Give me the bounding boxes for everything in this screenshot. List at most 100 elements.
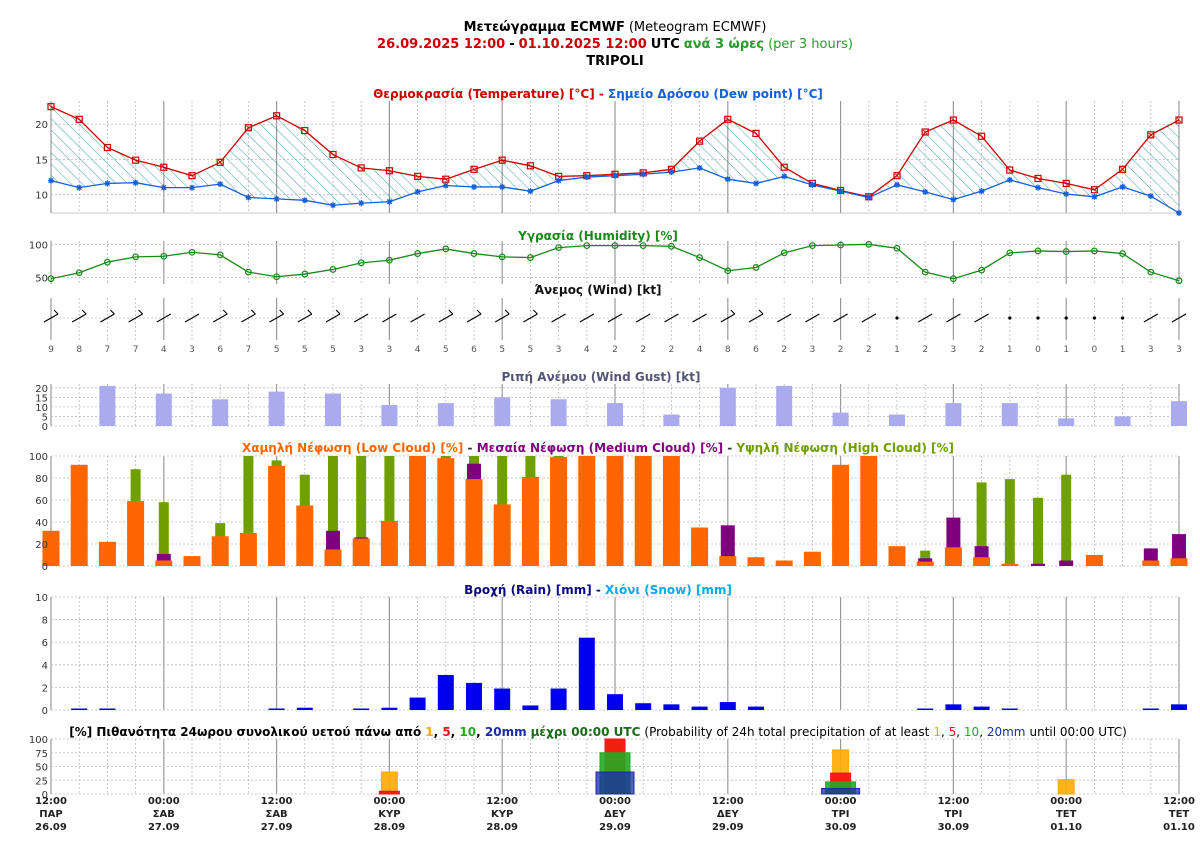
temperature-point-cross xyxy=(302,128,308,133)
rain-bar xyxy=(353,708,370,710)
dewpoint-point xyxy=(499,183,506,190)
low-cloud-bar xyxy=(606,456,624,566)
cloud-title-low: Χαμηλή Νέφωση (Low Cloud) [%] xyxy=(242,441,463,455)
humidity-point xyxy=(442,245,450,253)
day-label: ΣΑΒ xyxy=(153,809,175,820)
wind-barb xyxy=(917,313,933,323)
cloud-title-high: Υψηλή Νέφωση (High Cloud) [%] xyxy=(735,441,954,455)
gust-tick: 5 xyxy=(42,412,48,423)
gust-bar xyxy=(889,414,905,426)
gust-bar xyxy=(1001,403,1018,426)
temperature-title-a: Θερμοκρασία (Temperature) [°C] xyxy=(373,87,595,101)
prob-en-t20: 20mm xyxy=(987,725,1026,739)
title-main: Μετεώγραμμα ECMWF xyxy=(464,20,625,35)
rain-tick: 6 xyxy=(42,638,48,649)
gust-bar xyxy=(437,403,454,426)
wind-barb xyxy=(607,313,623,323)
wind-barb xyxy=(43,313,59,323)
low-cloud-bar xyxy=(127,501,145,566)
wind-barb-flag xyxy=(730,309,736,315)
dewpoint-point xyxy=(1119,183,1126,190)
wind-barb xyxy=(325,313,341,323)
temperature-title-b: Σημείο Δρόσου (Dew point) [°C] xyxy=(608,87,823,101)
dewpoint-point xyxy=(950,196,957,203)
temperature-point-cross xyxy=(1176,117,1182,123)
prob-en-until: until 00:00 UTC) xyxy=(1030,725,1127,739)
title: Μετεώγραμμα ECMWF (Meteogram ECMWF) xyxy=(464,20,767,35)
humidity-point xyxy=(1090,247,1098,255)
temperature-point-cross xyxy=(443,176,449,182)
low-cloud-bar xyxy=(747,557,765,566)
prob-5mm-bar xyxy=(378,790,400,795)
wind-speed-label: 2 xyxy=(866,345,872,355)
prob-t1: 1 xyxy=(425,725,433,739)
wind-speed-label: 2 xyxy=(979,345,985,355)
wind-speed-label: 4 xyxy=(584,345,590,355)
humidity-point xyxy=(752,264,760,271)
high-cloud-bar xyxy=(1033,497,1043,566)
period-utc: UTC xyxy=(651,37,680,52)
low-cloud-bar xyxy=(888,546,906,566)
humidity-point xyxy=(1062,248,1070,255)
wind-speed-label: 3 xyxy=(1176,345,1182,355)
prob-title-gr: [%] Πιθανότητα 24ωρου συνολικού υετού πά… xyxy=(69,725,421,739)
wind-speed-label: 7 xyxy=(246,345,252,355)
humidity-point xyxy=(555,244,562,252)
wind-speed-label: 6 xyxy=(471,345,477,355)
gust-bar xyxy=(325,393,341,426)
wind-speed-label: 6 xyxy=(217,345,223,355)
wind-barb-flag xyxy=(81,309,87,315)
rain-bar xyxy=(1001,708,1018,710)
temperature-point-cross xyxy=(161,164,167,170)
wind-barb xyxy=(1143,313,1159,323)
wind-barb-flag xyxy=(53,309,59,315)
gust-tick: 10 xyxy=(35,403,48,414)
wind-speed-label: 5 xyxy=(528,345,534,355)
temperature-point-cross xyxy=(246,125,251,131)
temperature-point-cross xyxy=(274,113,279,119)
low-cloud-bar xyxy=(634,456,652,566)
humidity-point xyxy=(132,253,140,261)
wind-barb xyxy=(833,313,848,323)
temperature-point-cross xyxy=(894,173,900,178)
temperature-tick: 10 xyxy=(35,191,48,202)
dewpoint-point xyxy=(414,188,421,195)
rain-title-sep: - xyxy=(592,583,605,597)
dewpoint-point xyxy=(1091,193,1098,200)
humidity-point xyxy=(583,242,591,250)
rain-bar xyxy=(973,706,990,710)
temperature-point xyxy=(301,126,309,135)
humidity-point xyxy=(865,240,873,248)
gust-bar xyxy=(99,385,116,426)
low-cloud-bar xyxy=(1001,563,1019,566)
wind-barb xyxy=(776,313,792,323)
prob-t20: 20mm xyxy=(485,725,527,739)
rain-bar xyxy=(607,694,623,710)
humidity-title: Υγρασία (Humidity) [%] xyxy=(517,229,678,243)
cloud-tick: 80 xyxy=(35,474,48,485)
wind-speed-label: 4 xyxy=(415,345,421,355)
date-label: 29.09 xyxy=(712,822,744,833)
dewpoint-point xyxy=(527,188,534,195)
wind-barb xyxy=(212,313,228,323)
date-label: 01.10 xyxy=(1050,822,1082,833)
low-cloud-bar xyxy=(211,536,229,566)
cloud-tick: 100 xyxy=(29,452,48,463)
low-cloud-bar xyxy=(380,520,398,566)
temperature-point xyxy=(216,158,224,166)
period-step: ανά 3 ώρες xyxy=(684,37,764,52)
wind-speed-label: 3 xyxy=(810,345,816,355)
prob-en-t10: 10 xyxy=(964,725,979,739)
wind-speed-label: 3 xyxy=(189,345,195,355)
wind-barb-flag xyxy=(138,309,143,315)
wind-barb-flag xyxy=(533,309,538,315)
temperature-point xyxy=(1034,174,1042,183)
wind-speed-label: 3 xyxy=(1148,345,1154,355)
wind-barb xyxy=(241,313,256,323)
rain-bar xyxy=(719,702,736,710)
date-label: 28.09 xyxy=(374,822,406,833)
high-cloud-bar xyxy=(243,456,254,566)
high-cloud-bar xyxy=(1004,479,1015,566)
gust-bar xyxy=(268,391,285,426)
wind-speed-label: 2 xyxy=(612,345,618,355)
